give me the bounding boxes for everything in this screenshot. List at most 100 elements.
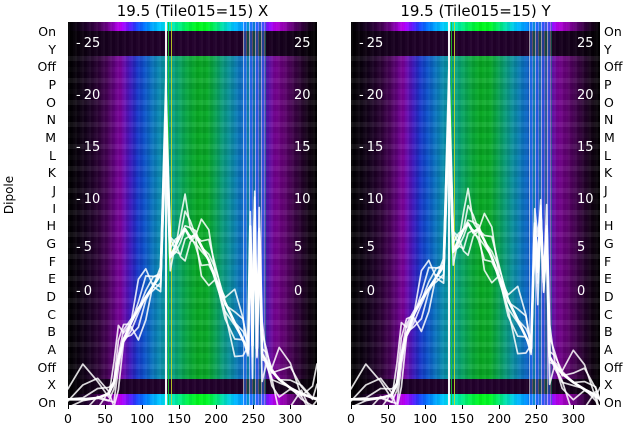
x-tick-label: 200	[204, 411, 229, 426]
y-tick-dash: -	[76, 284, 81, 299]
heatmap-row-band	[68, 379, 317, 394]
y-tick-label: -20	[359, 88, 383, 103]
x-tick-label: 100	[413, 411, 438, 426]
y-tick-value: 25	[83, 36, 101, 51]
dipole-label: I	[52, 200, 56, 216]
dipole-label: I	[604, 200, 608, 216]
dipole-label: C	[604, 306, 613, 322]
y-tick-value: 15	[83, 140, 101, 155]
dipole-label: N	[46, 112, 56, 128]
dipole-label: L	[49, 147, 56, 163]
y-tick-dash: -	[76, 36, 81, 51]
y-tick-label: 15	[294, 140, 311, 155]
y-tick-value: 5	[577, 240, 586, 255]
x-tick-mark	[462, 405, 464, 409]
dipole-label: X	[47, 377, 56, 393]
dipole-label: Off	[37, 359, 56, 375]
x-tick-mark	[536, 405, 538, 409]
y-tick-value: 20	[366, 88, 384, 103]
dipole-label: M	[604, 130, 615, 145]
dipole-label: Off	[37, 59, 56, 75]
dipole-label: A	[604, 342, 613, 357]
x-tick-mark	[499, 405, 501, 409]
dipole-label: K	[47, 165, 56, 181]
x-tick-mark	[253, 405, 255, 409]
x-tick-label: 150	[167, 411, 192, 426]
y-tick-label: 25	[577, 36, 594, 51]
y-tick-dash: -	[359, 88, 364, 103]
x-tick-mark	[105, 405, 107, 409]
y-tick-value: 20	[83, 88, 101, 103]
x-tick-label: 250	[524, 411, 549, 426]
dipole-label: M	[45, 130, 56, 145]
heatmap-panel-right[interactable]	[351, 22, 600, 405]
y-tick-label: 20	[577, 88, 594, 103]
dipole-label: H	[604, 218, 614, 234]
heatmap-row-band	[351, 22, 600, 31]
x-tick-label: 0	[347, 411, 355, 426]
x-tick-mark	[351, 405, 352, 409]
y-tick-value: 5	[83, 240, 92, 255]
y-tick-value: 0	[294, 284, 303, 299]
x-tick-mark	[290, 405, 292, 409]
heatmap-row-texture	[351, 56, 600, 380]
y-tick-value: 0	[577, 284, 586, 299]
x-tick-label: 300	[561, 411, 586, 426]
y-tick-dash: -	[76, 192, 81, 207]
y-tick-value: 10	[366, 192, 384, 207]
dipole-label: Y	[48, 41, 56, 57]
y-tick-label: 25	[294, 36, 311, 51]
dipole-label: F	[604, 253, 612, 269]
heatmap-row-band	[68, 393, 317, 405]
dipole-label: E	[604, 271, 612, 287]
dipole-label: O	[604, 94, 614, 110]
x-tick-label: 250	[241, 411, 266, 426]
y-tick-value: 10	[577, 192, 594, 207]
dipole-label: Off	[604, 59, 623, 75]
x-tick-mark	[388, 405, 390, 409]
dipole-label: B	[47, 324, 56, 340]
x-tick-mark	[425, 405, 427, 409]
y-tick-label: -10	[76, 192, 100, 207]
dipole-label: K	[604, 165, 613, 181]
dipole-label: H	[46, 218, 56, 234]
y-tick-dash: -	[76, 88, 81, 103]
dipole-label: Off	[604, 359, 623, 375]
x-tick-mark	[68, 405, 69, 409]
x-tick-label: 100	[130, 411, 155, 426]
y-tick-value: 20	[294, 88, 311, 103]
y-tick-label: -0	[76, 284, 92, 299]
heatmap-row-band	[68, 22, 317, 31]
y-tick-label: 5	[577, 240, 585, 255]
dipole-label: Y	[604, 41, 612, 57]
y-tick-dash: -	[359, 284, 364, 299]
dipole-label: J	[604, 183, 608, 198]
y-tick-value: 15	[577, 140, 594, 155]
heatmap-row-band	[351, 30, 600, 57]
y-tick-value: 0	[366, 284, 375, 299]
dipole-label: D	[604, 289, 614, 304]
y-tick-value: 10	[83, 192, 101, 207]
dipole-label: P	[48, 77, 56, 92]
y-tick-dash: -	[359, 240, 364, 255]
y-tick-dash: -	[359, 192, 364, 207]
panel-title-right: 19.5 (Tile015=15) Y	[400, 2, 551, 20]
y-tick-dash: -	[359, 140, 364, 155]
y-tick-label: -5	[76, 240, 92, 255]
x-axis-left: 0 50 100 150 200 250 300	[64, 405, 317, 437]
dipole-labels-left: On Y Off P O N M L K J I H G F E D C B A Off X On	[14, 22, 56, 408]
y-tick-value: 25	[577, 36, 594, 51]
y-tick-dash: -	[359, 36, 364, 51]
heatmap-image-right	[351, 22, 600, 405]
y-tick-label: 5	[294, 240, 302, 255]
y-tick-dash: -	[76, 140, 81, 155]
y-tick-label: 10	[294, 192, 311, 207]
dipole-label: X	[604, 377, 613, 393]
dipole-label: E	[48, 271, 56, 287]
x-tick-label: 50	[380, 411, 396, 426]
heatmap-row-band	[351, 379, 600, 394]
y-tick-label: -20	[76, 88, 100, 103]
heatmap-panel-left[interactable]	[68, 22, 317, 405]
y-tick-value: 20	[577, 88, 594, 103]
